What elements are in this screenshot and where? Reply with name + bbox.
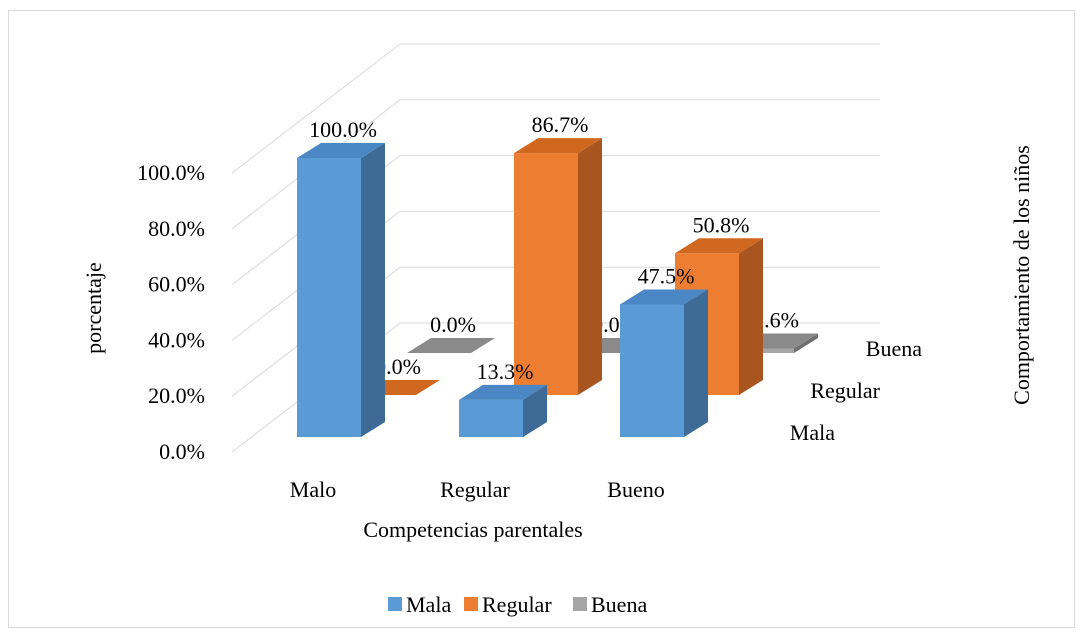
z-axis-title: Comportamiento de los niños <box>1009 145 1034 405</box>
z-tick-label: Mala <box>790 420 835 445</box>
bar-side-buena <box>794 333 818 353</box>
y-tick-label: 100.0% <box>137 160 205 185</box>
bar-side-mala <box>523 384 547 437</box>
bar-front-mala <box>620 304 684 437</box>
bar-top-mala <box>297 143 385 158</box>
bar-front-regular <box>514 153 578 395</box>
data-label: 50.8% <box>693 212 750 237</box>
y-tick-label: 20.0% <box>148 383 205 408</box>
bar-top-buena <box>407 338 495 353</box>
data-label: 100.0% <box>309 117 377 142</box>
bar-side-mala <box>684 289 708 437</box>
bar-front-mala <box>459 399 523 437</box>
data-label: 0.0% <box>430 312 476 337</box>
data-label: 86.7% <box>532 112 589 137</box>
bar-front-mala <box>297 158 361 437</box>
y-tick-label: 80.0% <box>148 216 205 241</box>
side-wall-gridline <box>231 43 401 174</box>
bar-top-mala <box>620 289 708 305</box>
legend-swatch-buena <box>573 597 587 611</box>
y-tick-label: 0.0% <box>159 439 205 464</box>
bar-side-regular <box>739 238 763 395</box>
bar-side-regular <box>578 138 602 395</box>
z-tick-label: Regular <box>810 378 880 403</box>
x-axis-title: Competencias parentales <box>363 517 582 542</box>
legend-label: Buena <box>591 592 647 617</box>
bar-top-regular <box>675 238 763 254</box>
bar-side-mala <box>361 143 385 437</box>
y-tick-label: 60.0% <box>148 272 205 297</box>
legend-label: Mala <box>406 592 451 617</box>
y-axis-title: porcentaje <box>81 262 106 354</box>
y-tick-label: 40.0% <box>148 327 205 352</box>
data-label: 47.5% <box>638 263 695 288</box>
data-label: 13.3% <box>477 359 534 384</box>
x-tick-label: Regular <box>440 477 510 502</box>
legend-swatch-mala <box>388 597 402 611</box>
legend-swatch-regular <box>464 597 478 611</box>
x-tick-label: Malo <box>290 477 336 502</box>
bar-top-mala <box>459 384 547 400</box>
bar-top-regular <box>514 138 602 154</box>
z-tick-label: Buena <box>866 336 922 361</box>
legend-label: Regular <box>482 592 552 617</box>
x-tick-label: Bueno <box>607 477 664 502</box>
